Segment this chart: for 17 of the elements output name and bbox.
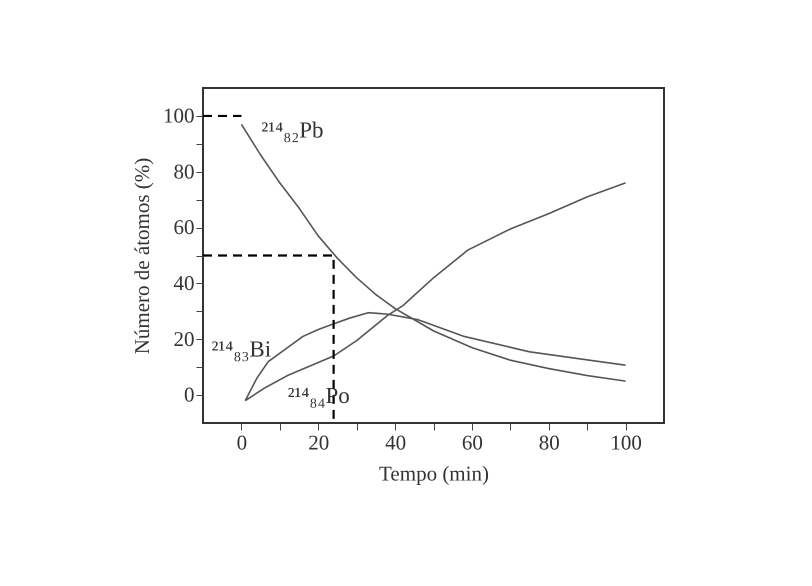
series-label: ²¹⁴₈₃Bi	[212, 336, 272, 362]
y-tick-label: 80	[174, 159, 194, 184]
y-tick-label: 60	[174, 215, 194, 240]
y-tick-label: 40	[174, 270, 194, 295]
y-axis-title: Número de átomos (%)	[130, 158, 154, 354]
x-tick-label: 100	[610, 430, 642, 454]
y-tick-label: 0	[184, 382, 194, 407]
y-tick-label: 100	[163, 103, 194, 128]
series-label: ²¹⁴₈₂Pb	[261, 117, 324, 142]
x-tick-label: 20	[308, 430, 330, 454]
x-tick-label: 0	[236, 430, 248, 454]
x-tick-label: 40	[385, 430, 406, 454]
x-axis-title: Tempo (min)	[379, 462, 489, 486]
x-tick-label: 60	[462, 430, 483, 454]
y-tick-label: 20	[174, 326, 194, 351]
series-label: ²¹⁴₈₄Po	[288, 383, 350, 408]
x-tick-label: 80	[538, 430, 560, 454]
